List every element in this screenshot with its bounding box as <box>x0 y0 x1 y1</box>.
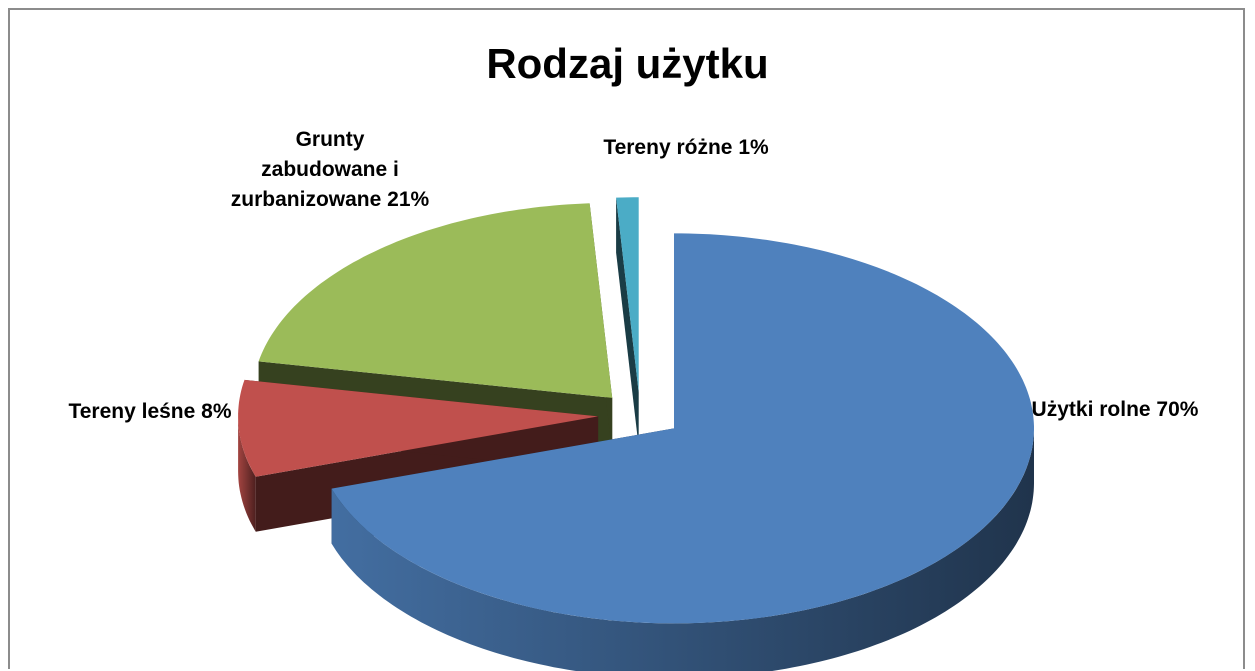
chart-frame <box>8 8 1245 669</box>
value-label: 70% <box>1156 398 1199 421</box>
data-label: Grunty zabudowane i zurbanizowane 21% <box>230 125 430 215</box>
category-label: Tereny różne <box>603 136 733 159</box>
slice <box>331 233 1035 671</box>
slice-wall <box>331 428 1034 671</box>
chart-title: Rodzaj użytku <box>486 40 769 87</box>
slice <box>616 197 639 448</box>
slice-top <box>258 203 613 398</box>
category-label: Użytki rolne <box>1031 398 1151 421</box>
value-label: 8% <box>201 400 232 423</box>
data-label: Użytki rolne 70% <box>1030 395 1200 425</box>
slice-top <box>238 379 599 477</box>
data-label: Tereny różne 1% <box>566 133 806 163</box>
slice-wall <box>238 416 256 532</box>
slice-side <box>616 197 639 448</box>
slice-top <box>616 197 639 393</box>
slice-top <box>331 233 1035 624</box>
value-label: 1% <box>738 136 769 159</box>
category-label: Tereny leśne <box>68 400 196 423</box>
value-label: 21% <box>387 188 430 211</box>
data-label: Tereny leśne 8% <box>35 397 265 427</box>
category-label: Grunty zabudowane i zurbanizowane <box>230 128 399 211</box>
